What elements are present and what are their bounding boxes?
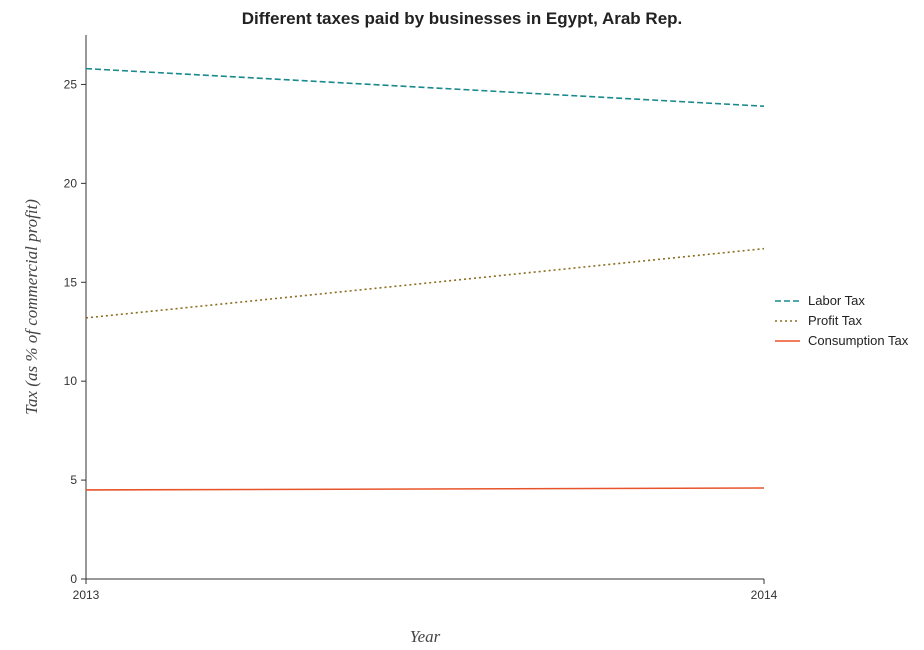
legend-label: Consumption Tax <box>808 333 909 348</box>
y-tick-label: 20 <box>64 176 78 190</box>
x-axis-label: Year <box>410 627 441 646</box>
y-tick-label: 5 <box>70 473 77 487</box>
legend: Labor Tax Profit Tax Consumption Tax <box>775 293 909 348</box>
plot-area: 0 5 10 15 20 25 2013 2014 <box>64 35 778 602</box>
y-axis-label: Tax (as % of commercial profit) <box>22 199 41 415</box>
legend-label: Profit Tax <box>808 313 862 328</box>
y-ticks: 0 5 10 15 20 25 <box>64 77 86 586</box>
x-tick-label: 2014 <box>751 588 778 602</box>
x-ticks: 2013 2014 <box>73 579 778 602</box>
x-tick-label: 2013 <box>73 588 100 602</box>
y-tick-label: 0 <box>70 572 77 586</box>
legend-label: Labor Tax <box>808 293 865 308</box>
y-tick-label: 10 <box>64 374 78 388</box>
series-line-profit-tax <box>85 247 765 319</box>
chart-title: Different taxes paid by businesses in Eg… <box>242 9 683 28</box>
y-tick-label: 25 <box>64 77 78 91</box>
series-lines <box>85 67 765 491</box>
series-line-consumption-tax <box>85 487 765 491</box>
y-tick-label: 15 <box>64 275 78 289</box>
series-line-labor-tax <box>85 67 765 108</box>
